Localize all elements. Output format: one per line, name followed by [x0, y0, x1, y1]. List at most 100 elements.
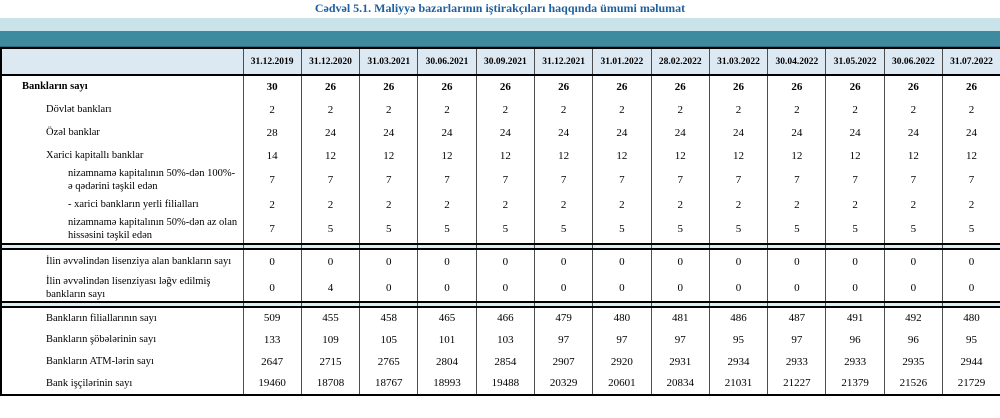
value-cell: 487	[767, 306, 827, 329]
section-separator	[0, 242, 1000, 250]
value-cell: 24	[825, 121, 885, 144]
value-cell: 21227	[767, 372, 827, 395]
value-cell: 26	[942, 75, 1000, 98]
value-cell: 30	[242, 75, 302, 98]
value-cell: 21526	[883, 372, 944, 395]
value-cell: 103	[475, 328, 535, 351]
table-row: Bank işçilərinin sayı 19460 18708 18767 1899…	[0, 372, 1000, 395]
column-header-date-11: 30.06.2022	[883, 48, 944, 76]
value-cell: 12	[650, 144, 710, 167]
section-separator	[0, 300, 1000, 308]
value-cell: 2	[359, 193, 419, 217]
value-cell: 96	[825, 328, 885, 351]
value-cell: 97	[767, 328, 827, 351]
value-cell: 101	[417, 328, 477, 351]
row-label: nizamnamə kapitalının 50%-dən 100%-ə qəd…	[0, 167, 244, 194]
value-cell: 0	[942, 248, 1000, 275]
value-cell: 24	[592, 121, 652, 144]
column-header-date-3: 30.06.2021	[417, 48, 477, 76]
value-cell: 21031	[708, 372, 769, 395]
value-cell: 0	[767, 248, 827, 275]
value-cell: 2647	[242, 350, 302, 373]
table-row: nizamnamə kapitalının 50%-dən az olan hi…	[0, 216, 1000, 244]
value-cell: 2935	[883, 350, 944, 373]
value-cell: 0	[708, 248, 769, 275]
decorative-band-light	[0, 18, 1000, 31]
value-cell: 26	[417, 75, 477, 98]
value-cell: 480	[942, 306, 1000, 329]
financial-markets-table: 31.12.2019 31.12.2020 31.03.2021 30.06.2021…	[0, 47, 1000, 396]
value-cell: 21379	[825, 372, 885, 395]
column-header-date-4: 30.09.2021	[475, 48, 535, 76]
value-cell: 2	[708, 98, 769, 121]
value-cell: 2	[533, 193, 594, 217]
value-cell: 26	[475, 75, 535, 98]
column-header-date-5: 31.12.2021	[533, 48, 594, 76]
value-cell: 7	[475, 167, 535, 194]
decorative-band-teal	[0, 31, 1000, 47]
value-cell: 12	[533, 144, 594, 167]
row-label: Bankların filiallarının sayı	[0, 306, 244, 329]
value-cell: 0	[708, 274, 769, 302]
value-cell: 7	[417, 167, 477, 194]
value-cell: 24	[883, 121, 944, 144]
value-cell: 2	[883, 98, 944, 121]
value-cell: 0	[475, 274, 535, 302]
value-cell: 7	[359, 167, 419, 194]
value-cell: 7	[242, 216, 302, 244]
value-cell: 7	[767, 167, 827, 194]
value-cell: 5	[359, 216, 419, 244]
value-cell: 492	[883, 306, 944, 329]
value-cell: 0	[883, 248, 944, 275]
value-cell: 2	[942, 98, 1000, 121]
value-cell: 12	[300, 144, 361, 167]
table-row: Bankların şöbələrinin sayı 133 109 105 101 10…	[0, 328, 1000, 351]
value-cell: 0	[242, 274, 302, 302]
value-cell: 2	[300, 98, 361, 121]
value-cell: 509	[242, 306, 302, 329]
value-cell: 18767	[359, 372, 419, 395]
table-row: İlin əvvəlindən lisenziyası ləğv edilmiş…	[0, 274, 1000, 302]
table-row: Dövlət bankları 2 2 2 2 2 2 2 2 2 2 2 2 2	[0, 98, 1000, 121]
value-cell: 0	[592, 274, 652, 302]
row-label: Bankların sayı	[0, 75, 244, 98]
value-cell: 2	[650, 98, 710, 121]
value-cell: 24	[767, 121, 827, 144]
value-cell: 0	[825, 248, 885, 275]
value-cell: 26	[592, 75, 652, 98]
value-cell: 2931	[650, 350, 710, 373]
value-cell: 479	[533, 306, 594, 329]
value-cell: 5	[767, 216, 827, 244]
row-label: Dövlət bankları	[0, 98, 244, 121]
value-cell: 24	[533, 121, 594, 144]
value-cell: 0	[533, 274, 594, 302]
value-cell: 12	[883, 144, 944, 167]
value-cell: 5	[533, 216, 594, 244]
table-row: Bankların ATM-lərin sayı 2647 2715 2765 2804…	[0, 350, 1000, 373]
row-label: İlin əvvəlindən lisenziyası ləğv edilmiş…	[0, 274, 244, 302]
column-header-date-8: 31.03.2022	[708, 48, 769, 76]
value-cell: 2	[767, 98, 827, 121]
value-cell: 491	[825, 306, 885, 329]
value-cell: 2854	[475, 350, 535, 373]
value-cell: 7	[883, 167, 944, 194]
value-cell: 2	[242, 193, 302, 217]
value-cell: 481	[650, 306, 710, 329]
value-cell: 0	[417, 248, 477, 275]
value-cell: 5	[475, 216, 535, 244]
table-row: - xarici bankların yerli filialları 2 2 2 2 2…	[0, 193, 1000, 217]
table-title: Cədvəl 5.1. Maliyyə bazarlarının iştirak…	[314, 1, 686, 15]
value-cell: 7	[592, 167, 652, 194]
value-cell: 26	[708, 75, 769, 98]
value-cell: 96	[883, 328, 944, 351]
value-cell: 5	[417, 216, 477, 244]
row-label: Bankların şöbələrinin sayı	[0, 328, 244, 351]
value-cell: 486	[708, 306, 769, 329]
value-cell: 7	[300, 167, 361, 194]
table-body: Bankların sayı 30 26 26 26 26 26 26 26 26 26 26 26 26…	[0, 75, 1000, 395]
value-cell: 0	[592, 248, 652, 275]
value-cell: 2933	[767, 350, 827, 373]
value-cell: 24	[475, 121, 535, 144]
value-cell: 7	[650, 167, 710, 194]
